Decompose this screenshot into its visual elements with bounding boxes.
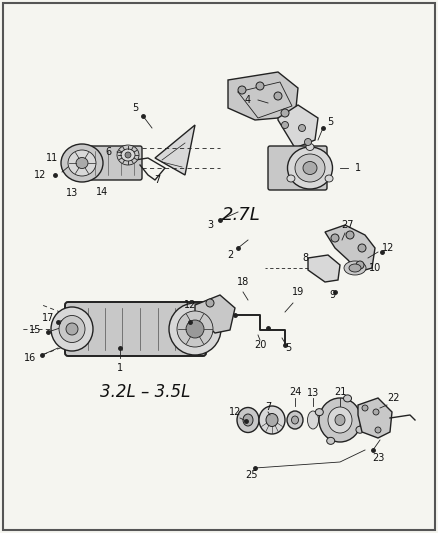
Text: 24: 24 <box>289 387 301 397</box>
Ellipse shape <box>327 438 335 445</box>
Circle shape <box>274 92 282 100</box>
Ellipse shape <box>344 261 366 275</box>
Text: 3: 3 <box>207 220 213 230</box>
Text: 2.7L: 2.7L <box>222 206 261 224</box>
Ellipse shape <box>287 147 332 189</box>
Text: 7: 7 <box>154 175 160 185</box>
Ellipse shape <box>303 161 317 174</box>
Circle shape <box>299 125 305 132</box>
Text: 23: 23 <box>372 453 384 463</box>
Text: 13: 13 <box>307 388 319 398</box>
Text: 4: 4 <box>245 95 251 105</box>
Ellipse shape <box>292 416 299 424</box>
Text: 8: 8 <box>302 253 308 263</box>
Text: 9: 9 <box>329 290 335 300</box>
Ellipse shape <box>287 175 295 182</box>
Ellipse shape <box>59 316 85 343</box>
Ellipse shape <box>266 414 278 426</box>
Ellipse shape <box>259 406 285 434</box>
Polygon shape <box>155 125 195 175</box>
Ellipse shape <box>325 175 333 182</box>
Circle shape <box>358 244 366 252</box>
Ellipse shape <box>61 144 103 182</box>
Polygon shape <box>358 398 392 438</box>
Polygon shape <box>195 295 235 333</box>
FancyBboxPatch shape <box>65 302 206 356</box>
Ellipse shape <box>343 395 352 402</box>
Ellipse shape <box>328 407 352 433</box>
Ellipse shape <box>307 411 318 429</box>
Polygon shape <box>325 225 375 272</box>
Text: 1: 1 <box>117 363 123 373</box>
Ellipse shape <box>76 157 88 168</box>
FancyBboxPatch shape <box>80 146 142 180</box>
Text: 7: 7 <box>265 402 271 412</box>
Circle shape <box>346 231 354 239</box>
Ellipse shape <box>237 408 259 432</box>
Text: 16: 16 <box>24 353 36 363</box>
Polygon shape <box>308 255 340 282</box>
Circle shape <box>304 139 311 146</box>
Text: 15: 15 <box>29 325 41 335</box>
Text: 13: 13 <box>66 188 78 198</box>
Ellipse shape <box>356 426 364 433</box>
Circle shape <box>206 299 214 307</box>
Ellipse shape <box>68 150 96 176</box>
Text: 20: 20 <box>254 340 266 350</box>
Ellipse shape <box>335 415 345 425</box>
Text: 12: 12 <box>382 243 394 253</box>
Text: 27: 27 <box>342 220 354 230</box>
Circle shape <box>331 234 339 242</box>
Text: 21: 21 <box>334 387 346 397</box>
Text: 11: 11 <box>46 153 58 163</box>
Circle shape <box>256 82 264 90</box>
Ellipse shape <box>117 145 139 165</box>
Text: 12: 12 <box>229 407 241 417</box>
Ellipse shape <box>66 323 78 335</box>
Text: 19: 19 <box>292 287 304 297</box>
Circle shape <box>356 261 364 269</box>
Text: 6: 6 <box>105 147 111 157</box>
Ellipse shape <box>125 152 131 158</box>
Ellipse shape <box>287 411 303 429</box>
Text: 14: 14 <box>96 187 108 197</box>
Circle shape <box>373 409 379 415</box>
Text: 5: 5 <box>285 343 291 353</box>
Text: 17: 17 <box>42 313 54 323</box>
Ellipse shape <box>51 307 93 351</box>
Circle shape <box>375 427 381 433</box>
Text: 3.2L – 3.5L: 3.2L – 3.5L <box>100 383 191 401</box>
Ellipse shape <box>169 303 221 355</box>
Circle shape <box>238 86 246 94</box>
Polygon shape <box>278 105 318 148</box>
Ellipse shape <box>186 320 204 338</box>
Ellipse shape <box>177 311 213 347</box>
Ellipse shape <box>295 154 325 182</box>
Ellipse shape <box>121 149 135 161</box>
Polygon shape <box>228 72 298 125</box>
Text: 12: 12 <box>184 300 196 310</box>
Text: 5: 5 <box>327 117 333 127</box>
Circle shape <box>281 109 289 117</box>
Text: 25: 25 <box>246 470 258 480</box>
Ellipse shape <box>319 398 361 442</box>
FancyBboxPatch shape <box>268 146 327 190</box>
Ellipse shape <box>349 264 361 272</box>
Text: 5: 5 <box>132 103 138 113</box>
Text: 12: 12 <box>34 170 46 180</box>
Ellipse shape <box>306 143 314 150</box>
Circle shape <box>282 122 289 128</box>
Text: 2: 2 <box>227 250 233 260</box>
Text: 10: 10 <box>369 263 381 273</box>
Ellipse shape <box>315 409 323 416</box>
Ellipse shape <box>243 414 253 426</box>
Text: 18: 18 <box>237 277 249 287</box>
Text: 1: 1 <box>355 163 361 173</box>
Text: 22: 22 <box>387 393 399 403</box>
Circle shape <box>362 405 368 411</box>
